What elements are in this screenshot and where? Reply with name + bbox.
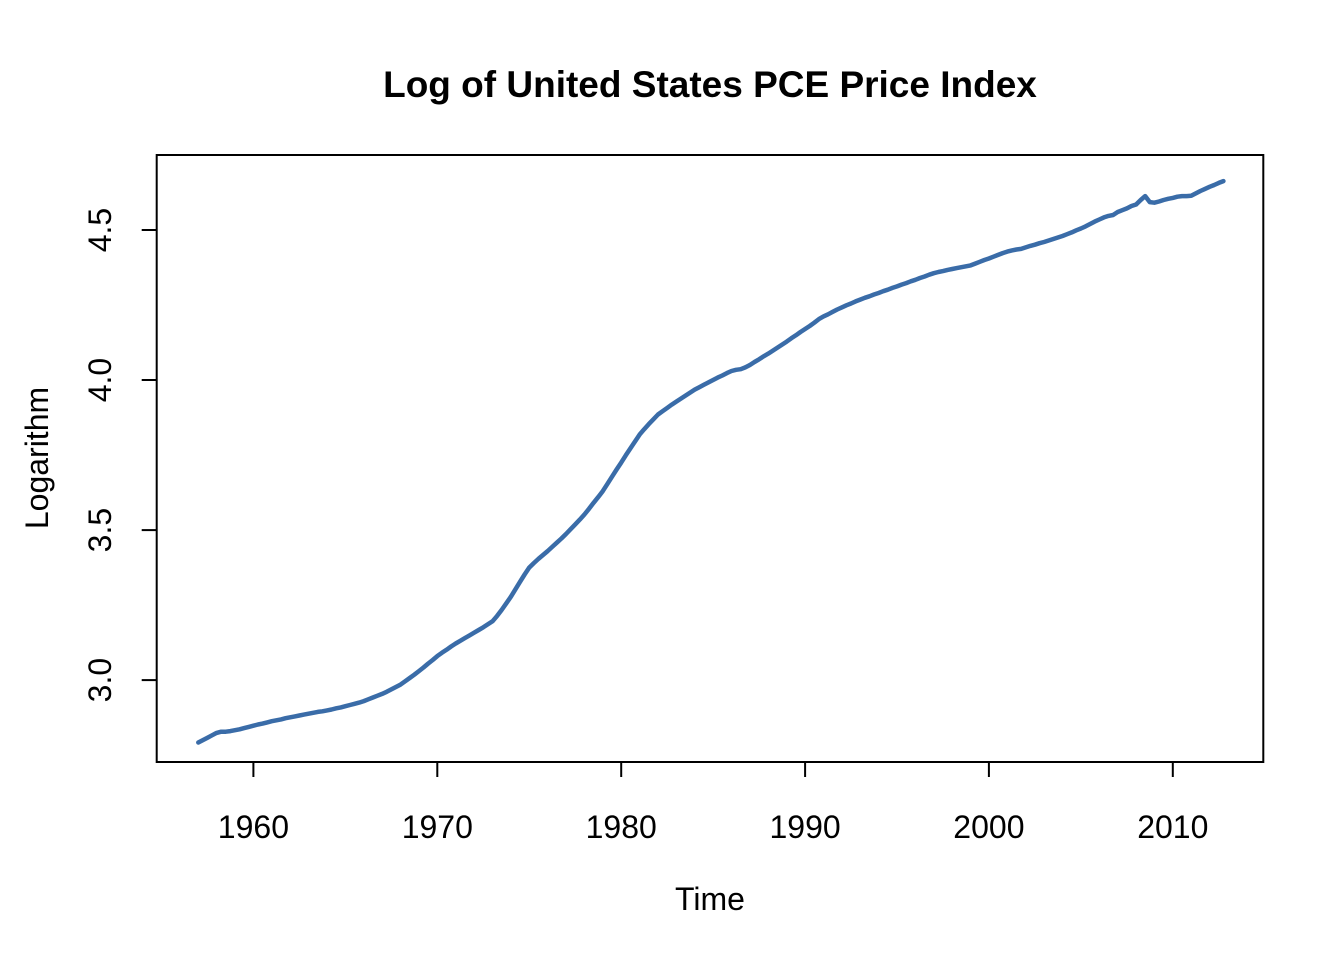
x-tick-label: 2000 [953,809,1024,845]
y-axis-title: Logarithm [19,387,55,529]
data-line [196,178,1226,745]
x-tick-label: 1960 [218,809,289,845]
x-tick-label: 2010 [1137,809,1208,845]
y-tick-label: 3.0 [82,658,118,702]
chart-title: Log of United States PCE Price Index [383,64,1037,105]
axis-ticks-layer: 1960 1970 1980 1990 2000 2010 3.0 3.5 4.0 4.5 [82,208,1208,845]
y-tick-label: 4.0 [82,358,118,402]
x-tick-label: 1980 [586,809,657,845]
plot-border [155,154,1265,763]
y-tick-label: 3.5 [82,508,118,552]
x-axis-title: Time [675,881,745,917]
x-tick-label: 1970 [402,809,473,845]
x-tick-label: 1990 [770,809,841,845]
y-tick-label: 4.5 [82,208,118,252]
